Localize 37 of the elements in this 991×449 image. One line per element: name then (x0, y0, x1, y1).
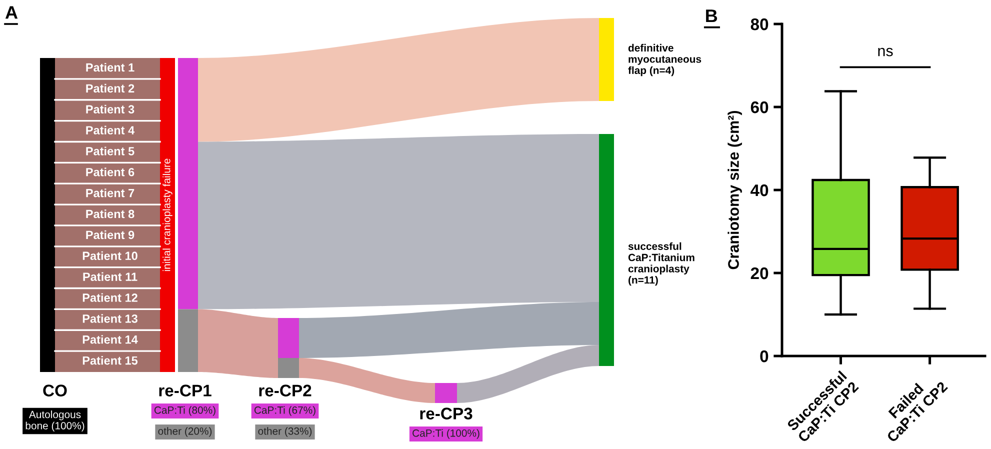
category-label: Patient 11 (83, 272, 138, 281)
text: CaP:Ti (80%) (154, 406, 216, 416)
y-axis-title: Craniotomy size (cm²) (728, 110, 742, 270)
text: Autologous bone (100%) (26, 410, 84, 432)
y-tick-label: 40 (750, 184, 768, 196)
category-label: Patient 15 (82, 356, 138, 365)
y-tick-label: 60 (750, 101, 768, 114)
text: definitive myocutaneous flap (n=4) (628, 44, 702, 76)
text: CaP:Ti (100%) (412, 429, 480, 439)
y-tick-label: 20 (750, 267, 768, 280)
text: re-CP3 (420, 408, 472, 420)
category-label: Patient 10 (82, 251, 138, 260)
category-label: Patient 7 (86, 188, 134, 198)
text: initial cranioplasty failure (162, 158, 172, 272)
text: CaP:Ti (67%) (254, 406, 316, 416)
y-tick-label: 80 (750, 18, 768, 30)
text: other (20%) (158, 427, 212, 437)
category-label: Patient 2 (86, 84, 134, 93)
category-label: Patient 14 (82, 335, 138, 344)
category-label: Patient 3 (86, 104, 134, 114)
text: successful CaP:Titanium cranioplasty (n=11) (628, 242, 694, 286)
category-label: Patient 6 (86, 168, 134, 176)
text: A (5, 6, 18, 19)
chart-title: B (706, 10, 718, 22)
category-label: Patient 12 (82, 293, 138, 302)
category-label: Patient 1 (86, 62, 134, 72)
category-label: Patient 4 (86, 126, 135, 134)
text: re-CP2 (259, 384, 312, 396)
category-label: Patient 13 (82, 314, 138, 323)
category-label: Patient 9 (86, 230, 134, 240)
text: re-CP1 (159, 384, 212, 396)
y-tick-label: 0 (760, 350, 768, 362)
category-label: Patient 8 (86, 209, 134, 218)
text: other (33%) (258, 427, 312, 437)
text: CO (43, 384, 67, 396)
category-label: Patient 5 (86, 146, 134, 156)
annotation: ns (878, 48, 893, 56)
